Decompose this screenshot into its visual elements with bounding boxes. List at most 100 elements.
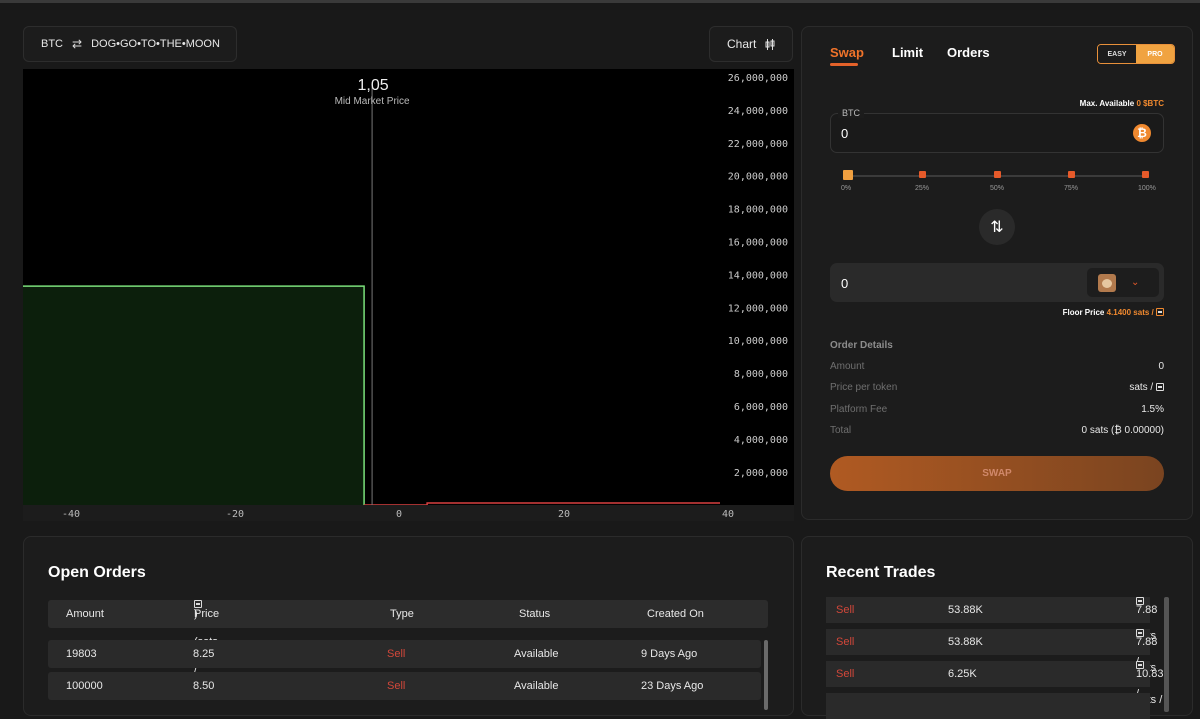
- ask-line: [364, 502, 720, 506]
- open-orders-scrollbar[interactable]: [764, 640, 768, 710]
- depth-chart: 1,05 Mid Market Price -40 -20 0 20 40 26,000,00…: [23, 69, 794, 521]
- cell-type: Sell: [387, 680, 406, 692]
- cell-amount: 100000: [66, 680, 103, 692]
- detail-amount: Amount 0: [830, 361, 1164, 372]
- x-axis-strip: [23, 505, 794, 521]
- y-tick-label: 26,000,000: [728, 73, 788, 84]
- trade-amount: 6.25K: [948, 668, 977, 680]
- btc-input-label: BTC: [838, 108, 864, 118]
- swap-direction-icon: ⇅: [990, 219, 1004, 236]
- swap-button[interactable]: SWAP: [830, 456, 1164, 491]
- token-unit-icon: [1136, 629, 1144, 637]
- top-border: [0, 0, 1200, 3]
- pct-label-75: 75%: [1064, 185, 1079, 192]
- cell-status: Available: [514, 648, 559, 660]
- candlestick-icon: [765, 38, 775, 50]
- cell-status: Available: [514, 680, 559, 692]
- x-tick-label: -40: [62, 509, 80, 520]
- slider-stop-25[interactable]: [919, 171, 926, 178]
- token-unit-icon: [194, 600, 202, 608]
- x-tick-label: 40: [722, 509, 734, 520]
- pct-label-25: 25%: [915, 185, 930, 192]
- token-avatar: [1098, 273, 1116, 292]
- depth-chart-svg: 1,05 Mid Market Price -40 -20 0 20 40 26,000,00…: [23, 73, 794, 521]
- detail-value: sats /: [1129, 382, 1154, 393]
- y-tick-label: 22,000,000: [728, 139, 788, 150]
- tab-limit[interactable]: Limit: [892, 45, 924, 60]
- pair-base: BTC: [41, 38, 63, 50]
- pct-label-50: 50%: [990, 185, 1005, 192]
- bid-line: [23, 285, 365, 505]
- trade-row: Sell 6.25K 10.83 sats /: [826, 661, 1164, 706]
- recent-trades-panel: [801, 536, 1193, 716]
- y-tick-label: 8,000,000: [734, 369, 788, 380]
- trade-row: Sell 53.88K 7.88 sats /: [826, 597, 1157, 668]
- y-tick-label: 4,000,000: [734, 435, 788, 446]
- token-selector[interactable]: ⌄: [1087, 268, 1159, 297]
- y-tick-label: 2,000,000: [734, 468, 788, 479]
- slider-stop-50[interactable]: [994, 171, 1001, 178]
- order-details-title: Order Details: [830, 340, 893, 351]
- table-row[interactable]: 19803 8.25 Sell Available 9 Days Ago: [48, 640, 761, 668]
- swap-direction-button[interactable]: ⇅: [979, 209, 1015, 245]
- x-tick-label: 0: [396, 509, 402, 520]
- detail-key: Platform Fee: [830, 404, 888, 415]
- token-unit-icon: [1156, 383, 1164, 391]
- detail-value-wrap: sats /: [1129, 382, 1164, 393]
- detail-key: Price per token: [830, 382, 898, 393]
- pair-selector[interactable]: BTC ⇄ DOG•GO•TO•THE•MOON: [23, 26, 237, 62]
- mid-price-label: Mid Market Price: [335, 96, 410, 107]
- slider-stop-0[interactable]: [843, 170, 853, 180]
- swap-arrows-icon: ⇄: [72, 37, 83, 51]
- detail-price-per-token: Price per token sats /: [830, 382, 1164, 393]
- token-unit-icon: [1136, 661, 1144, 669]
- col-price-suffix: ): [194, 608, 198, 620]
- token-input-value[interactable]: 0: [841, 276, 849, 291]
- mode-toggle[interactable]: EASY PRO: [1097, 44, 1175, 64]
- trade-type: Sell: [836, 668, 855, 680]
- floor-price: Floor Price 4.1400 sats /: [1063, 308, 1164, 317]
- y-tick-label: 16,000,000: [728, 238, 788, 249]
- recent-trades-scrollbar[interactable]: [1164, 597, 1169, 712]
- col-amount: Amount: [66, 608, 104, 620]
- y-tick-label: 24,000,000: [728, 106, 788, 117]
- max-available-value: 0 $BTC: [1136, 99, 1164, 108]
- open-orders-header: Amount Price (sats / ) Type Status Creat…: [48, 600, 768, 676]
- detail-platform-fee: Platform Fee 1.5%: [830, 404, 1164, 415]
- floor-price-label: Floor Price: [1062, 308, 1105, 317]
- chevron-down-icon: ⌄: [1131, 277, 1140, 288]
- mode-easy[interactable]: EASY: [1098, 45, 1136, 63]
- x-tick-label: -20: [226, 509, 244, 520]
- tab-swap[interactable]: Swap: [830, 45, 864, 60]
- mid-price-value: 1,05: [358, 77, 389, 94]
- trade-amount: 53.88K: [948, 636, 983, 648]
- y-tick-label: 10,000,000: [728, 336, 788, 347]
- trade-type: Sell: [836, 604, 855, 616]
- active-tab-indicator: [830, 63, 858, 66]
- detail-key: Amount: [830, 361, 865, 372]
- max-available: Max. Available 0 $BTC: [1080, 99, 1164, 108]
- floor-price-value: 4.1400 sats /: [1106, 308, 1154, 317]
- detail-value: 0 sats (₿ 0.00000): [1081, 425, 1164, 436]
- max-available-label: Max. Available: [1079, 99, 1135, 108]
- chart-button[interactable]: Chart: [709, 26, 793, 62]
- pair-quote: DOG•GO•TO•THE•MOON: [91, 38, 220, 50]
- mode-pro[interactable]: PRO: [1136, 45, 1174, 63]
- col-status: Status: [519, 608, 551, 620]
- btc-input[interactable]: [830, 113, 1164, 153]
- y-tick-label: 12,000,000: [728, 303, 788, 314]
- trade-row-partial: [826, 693, 1150, 719]
- detail-key: Total: [830, 425, 852, 436]
- col-created: Created On: [647, 608, 704, 620]
- col-type: Type: [390, 608, 414, 620]
- trade-amount: 53.88K: [948, 604, 983, 616]
- slider-stop-100[interactable]: [1142, 171, 1149, 178]
- slider-stop-75[interactable]: [1068, 171, 1075, 178]
- cell-amount: 19803: [66, 648, 97, 660]
- detail-value: 0: [1158, 361, 1164, 372]
- y-tick-label: 14,000,000: [728, 270, 788, 281]
- btc-input-value[interactable]: 0: [841, 126, 849, 141]
- table-row[interactable]: 100000 8.50 Sell Available 23 Days Ago: [48, 672, 761, 700]
- pct-label-100: 100%: [1138, 185, 1156, 192]
- tab-orders[interactable]: Orders: [947, 45, 990, 60]
